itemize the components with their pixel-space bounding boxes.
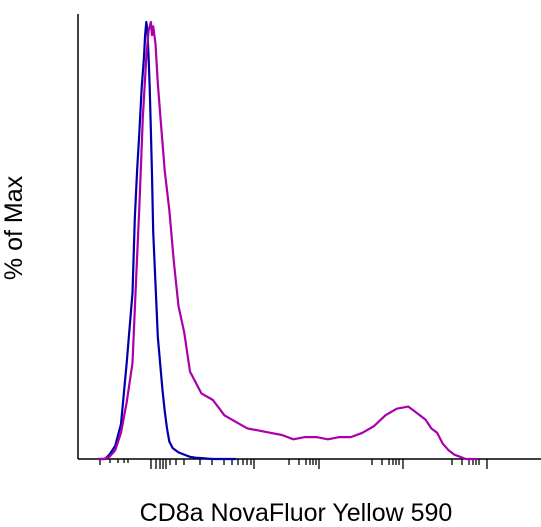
x-axis-ticks: [99, 459, 488, 469]
series-layer: [98, 20, 478, 461]
y-axis-title: % of Max: [0, 175, 28, 280]
series-line-1: [98, 20, 236, 461]
plot-area: [77, 14, 541, 469]
series-line-2: [98, 20, 478, 461]
x-axis-title: CD8a NovaFluor Yellow 590: [140, 499, 453, 527]
